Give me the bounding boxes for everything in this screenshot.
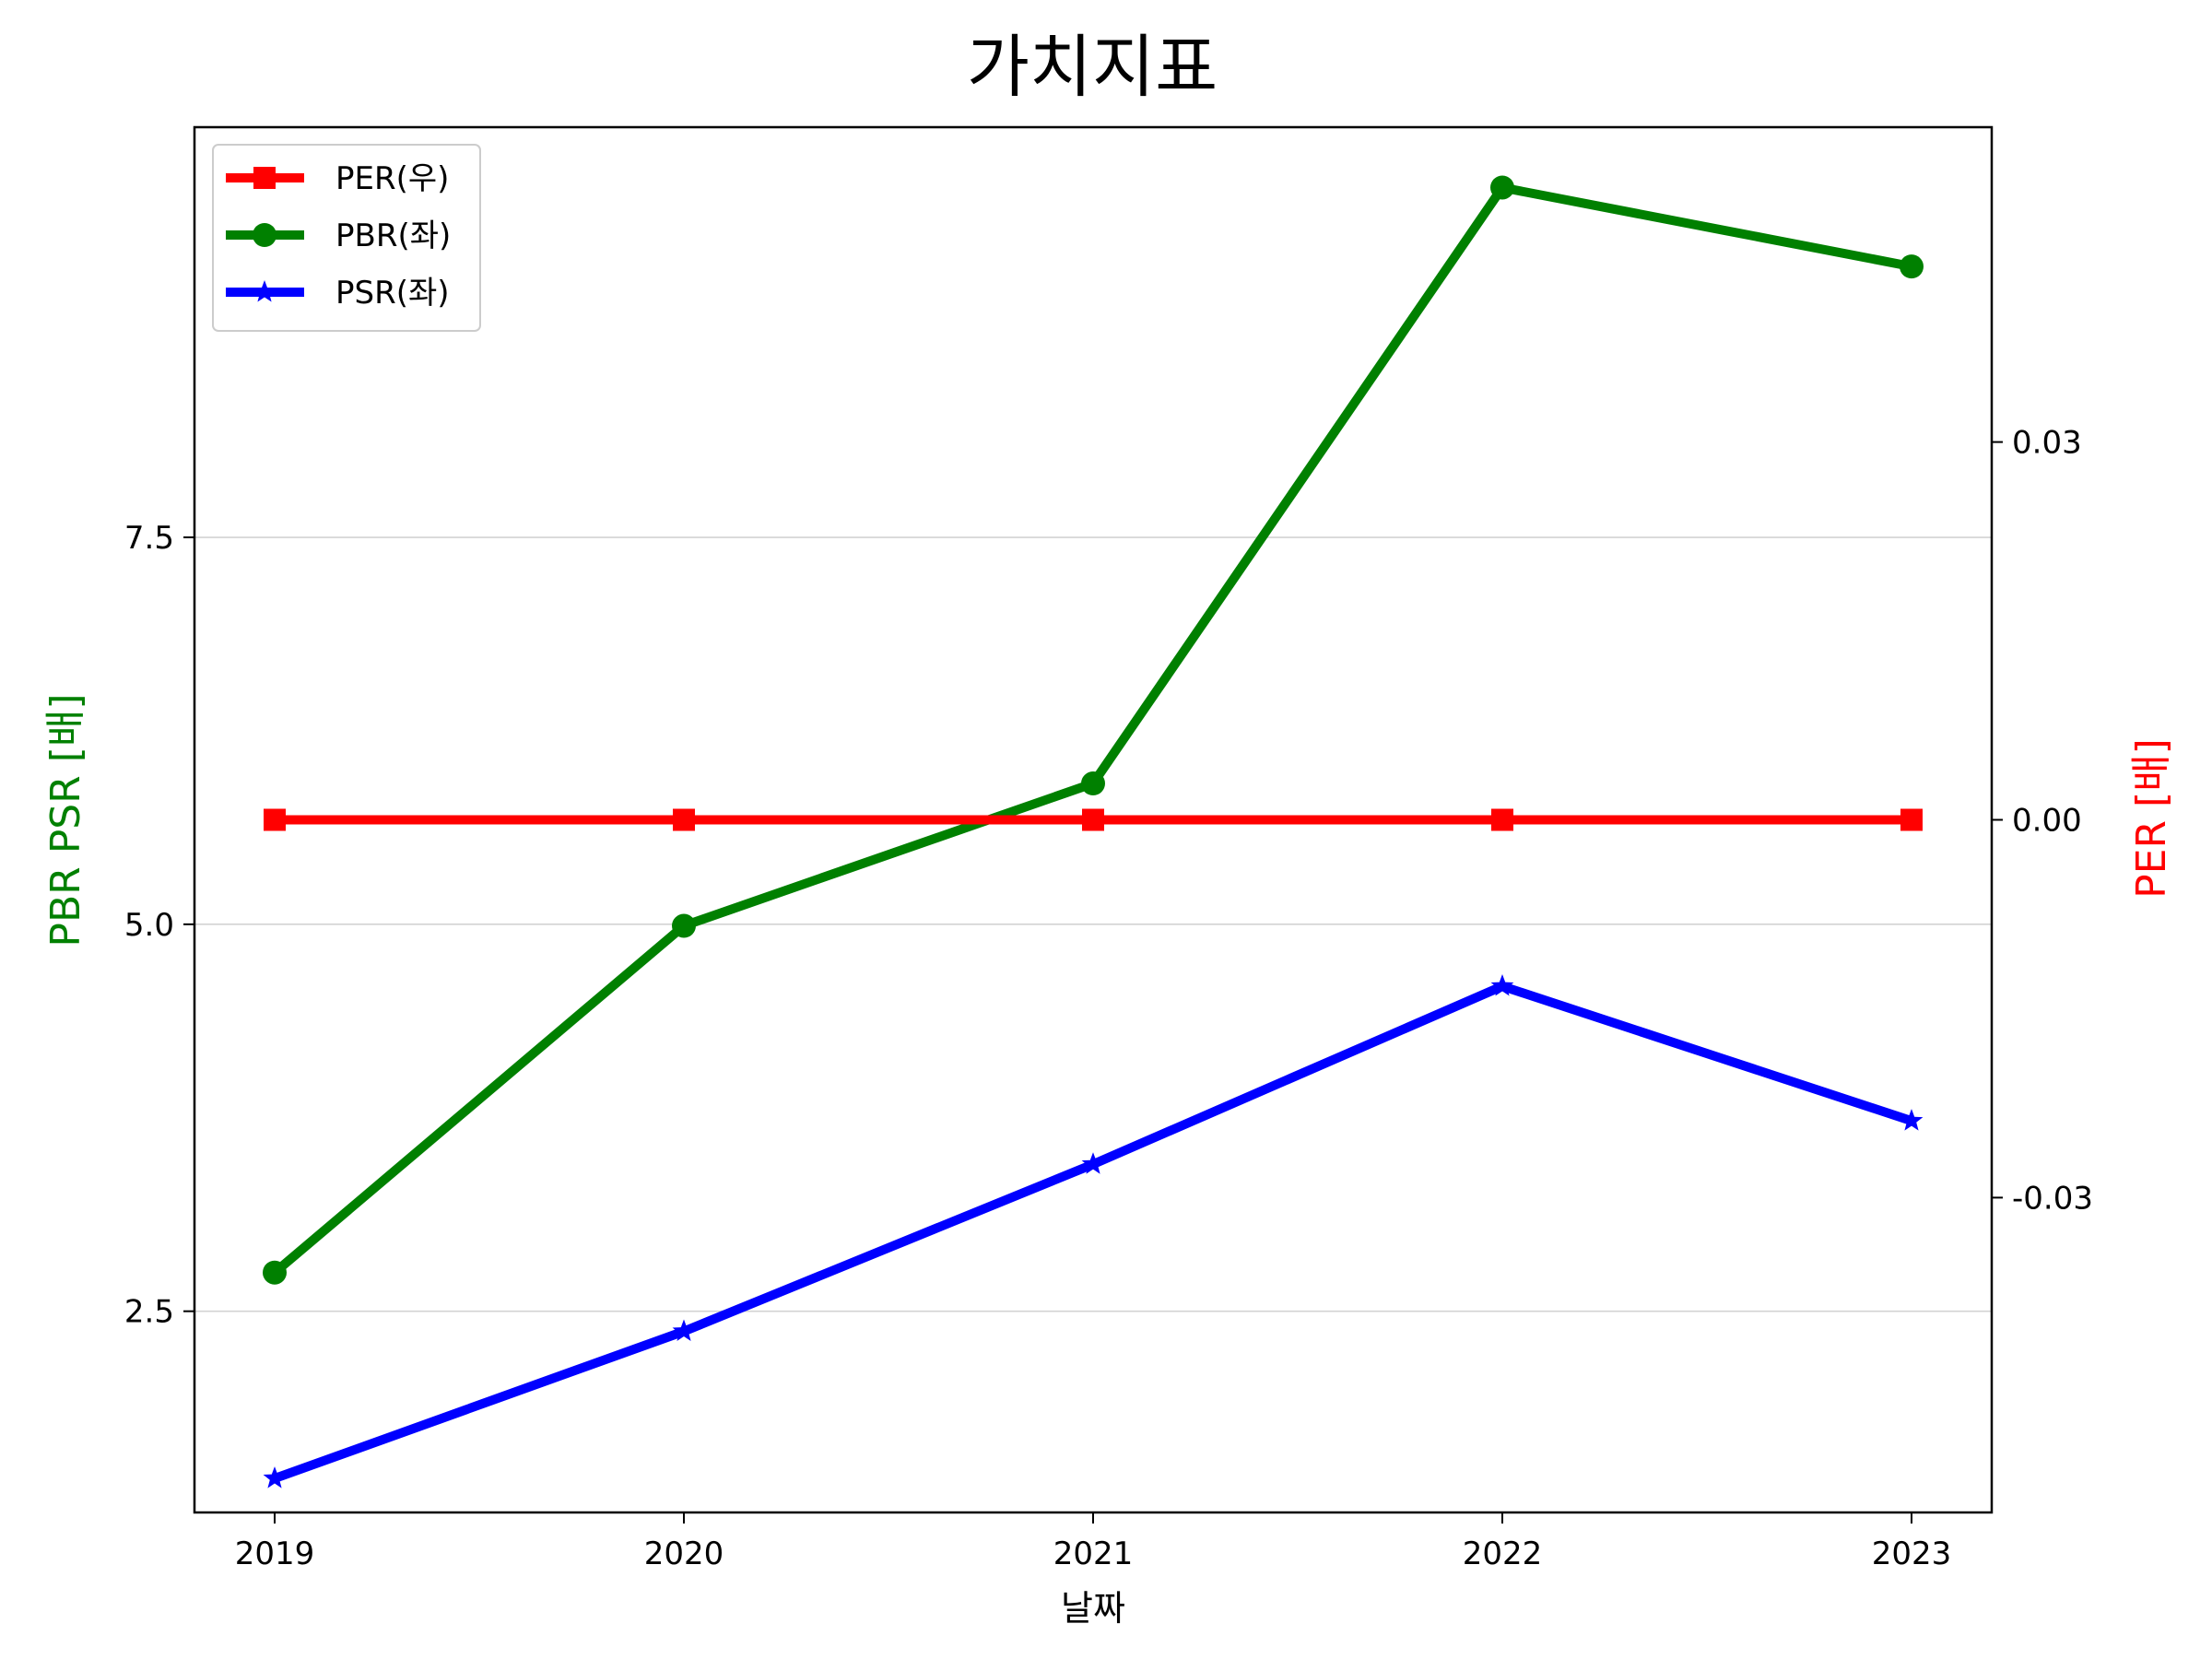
legend-label: PSR(좌)	[335, 275, 450, 312]
x-axis: 2019 2020 2021 2022 2023	[235, 1512, 1952, 1572]
legend-entry: PSR(좌)	[226, 275, 450, 312]
legend-swatch-marker	[253, 223, 276, 247]
x-axis-label: 날짜	[1061, 1588, 1125, 1629]
data-point	[1900, 254, 1924, 279]
chart-title: 가치지표	[967, 28, 1218, 107]
data-point	[1900, 1109, 1924, 1131]
left-y-tick-label: 5.0	[124, 907, 174, 944]
data-point	[1082, 808, 1104, 831]
legend: PER(우) PBR(좌) PSR(좌)	[212, 144, 481, 332]
data-point	[263, 1466, 287, 1488]
x-tick-label: 2022	[1463, 1535, 1543, 1572]
data-point	[672, 1319, 696, 1341]
right-y-axis-label: PER [배]	[2128, 738, 2175, 899]
legend-label: PBR(좌)	[335, 218, 451, 254]
data-point	[263, 1260, 287, 1285]
data-point	[1081, 1152, 1105, 1174]
legend-swatch-marker	[253, 167, 276, 189]
right-y-tick-label: -0.03	[2012, 1180, 2093, 1217]
left-y-axis: 2.5 5.0 7.5	[124, 520, 194, 1331]
data-point	[1490, 175, 1514, 200]
right-y-tick-label: 0.00	[2012, 803, 2082, 840]
data-point	[1490, 974, 1514, 996]
right-y-tick-label: 0.03	[2012, 425, 2082, 462]
x-tick-label: 2023	[1872, 1535, 1952, 1572]
data-point	[1491, 808, 1513, 831]
right-y-axis: 0.03 0.00 -0.03	[1992, 425, 2093, 1217]
series-layer	[263, 175, 1924, 1488]
grid-lines	[194, 536, 1992, 1312]
data-point	[673, 808, 695, 831]
legend-swatch-marker	[253, 280, 276, 302]
legend-label: PER(우)	[335, 160, 449, 197]
x-tick-label: 2019	[235, 1535, 315, 1572]
x-tick-label: 2020	[644, 1535, 724, 1572]
left-y-tick-label: 7.5	[124, 520, 174, 557]
legend-entry: PER(우)	[226, 160, 449, 197]
x-tick-label: 2021	[1053, 1535, 1134, 1572]
legend-entry: PBR(좌)	[226, 218, 451, 254]
data-point	[672, 913, 696, 938]
data-point	[1900, 808, 1923, 831]
series-pbr	[263, 175, 1924, 1285]
series-per	[264, 808, 1923, 831]
series-psr	[263, 974, 1924, 1488]
data-point	[264, 808, 286, 831]
left-y-tick-label: 2.5	[124, 1294, 174, 1331]
legend-box	[212, 144, 481, 332]
data-point	[1081, 771, 1105, 796]
left-y-axis-label: PBR PSR [배]	[42, 693, 89, 947]
